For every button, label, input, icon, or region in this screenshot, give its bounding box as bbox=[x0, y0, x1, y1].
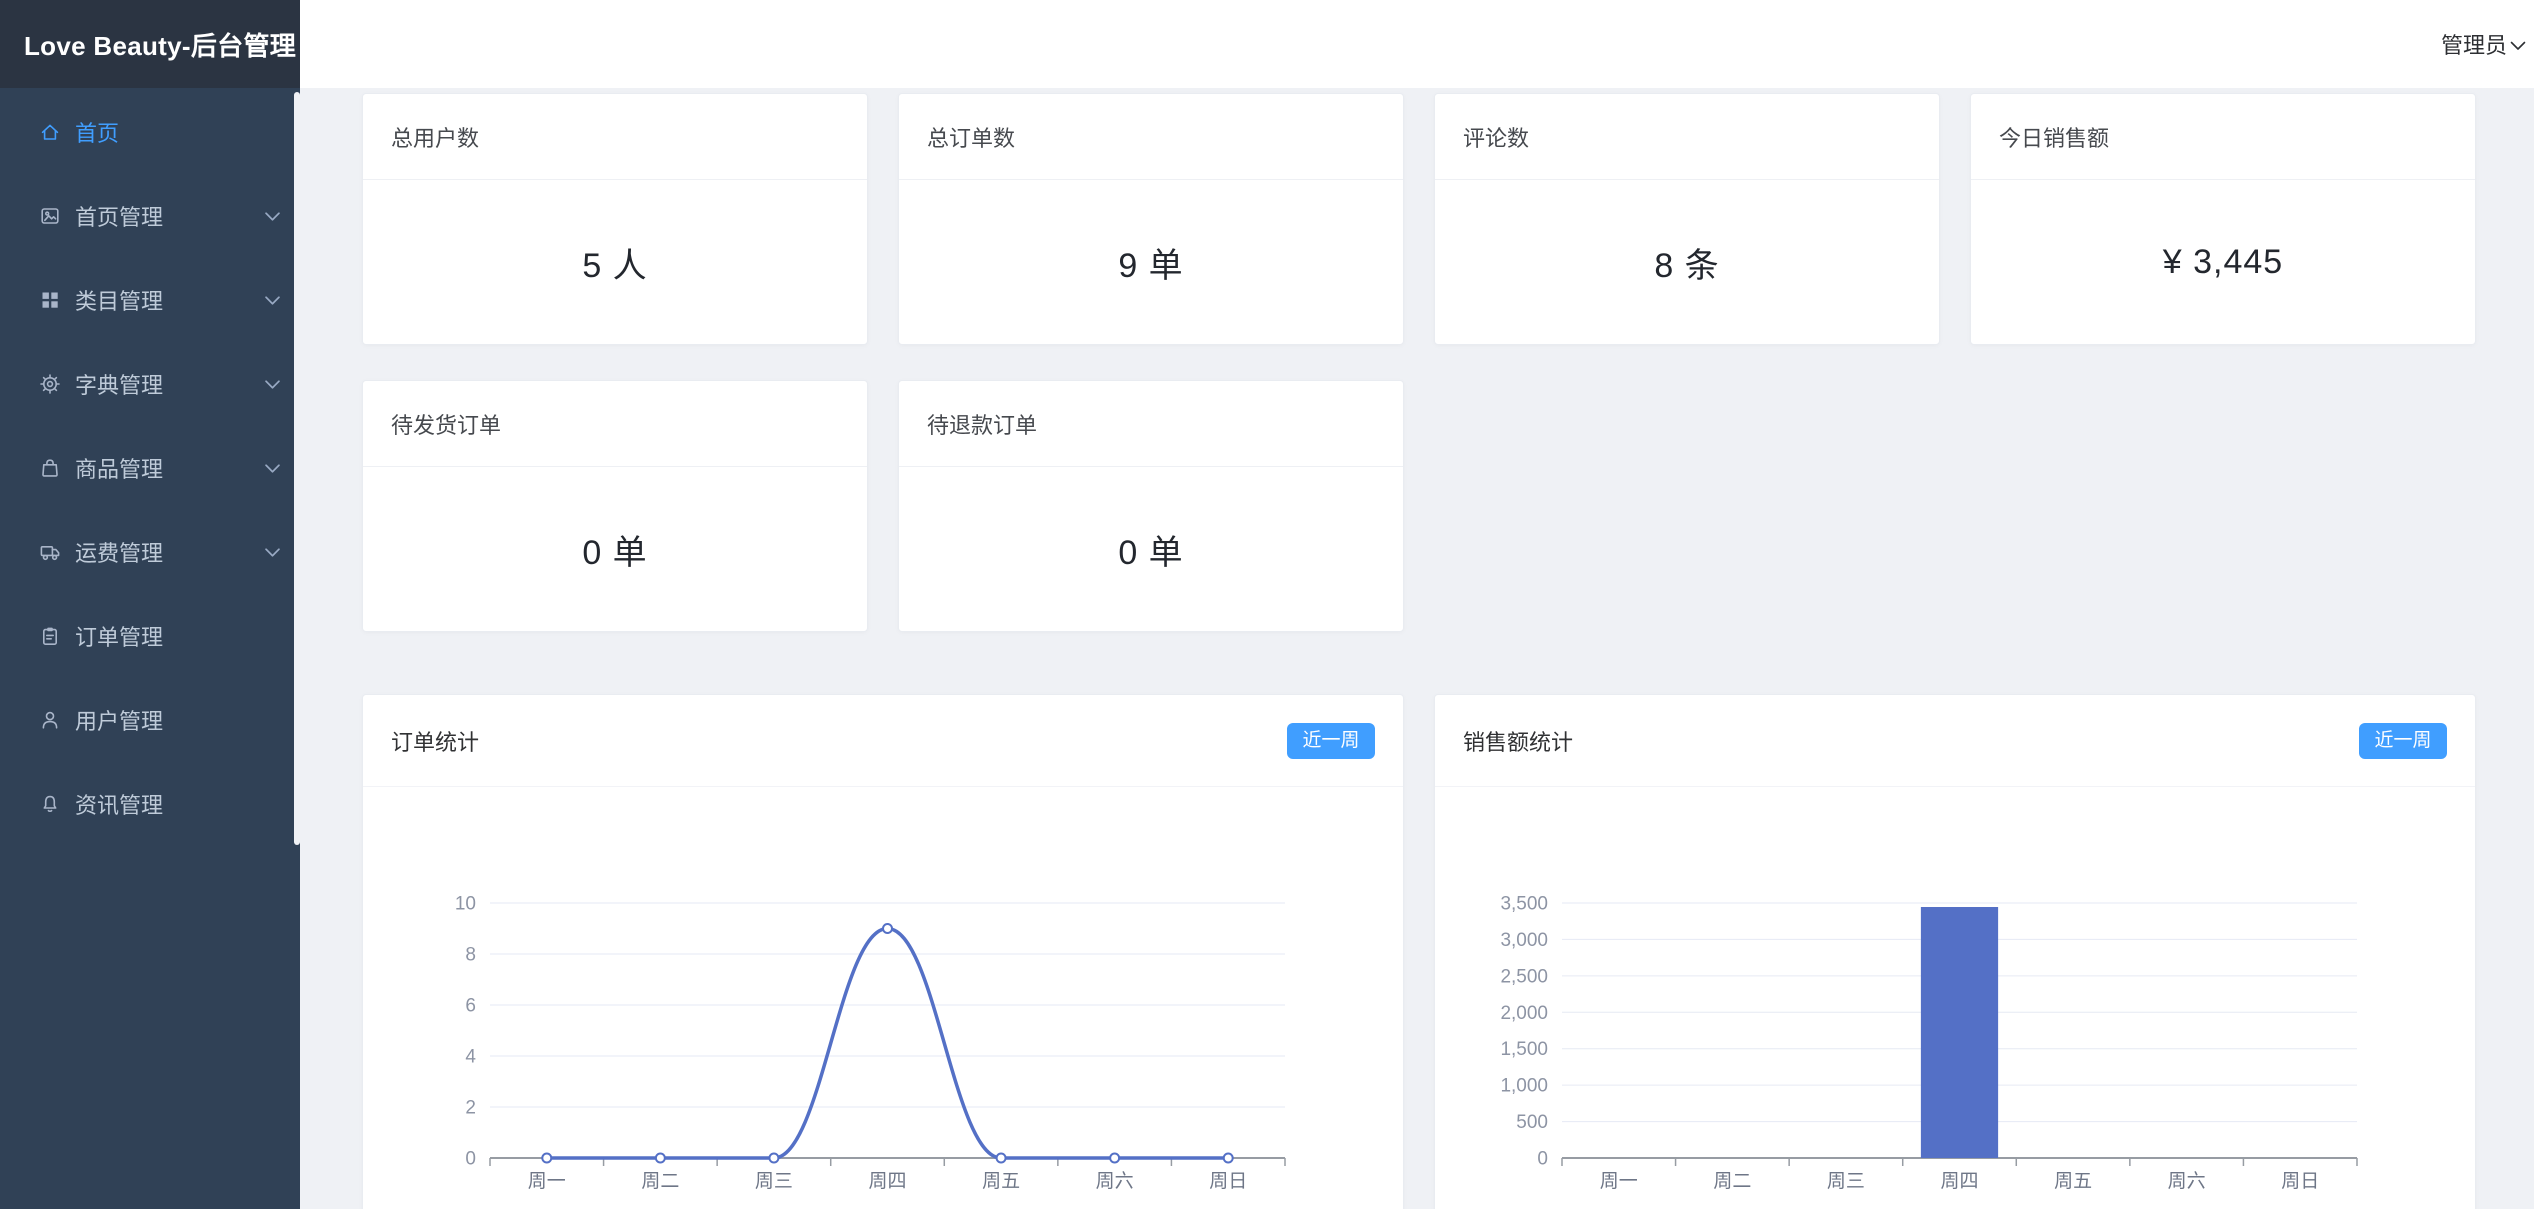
line-chart: 0 2 4 6 8 10 周一 周二 周三 周四 周五 周六 周日 bbox=[455, 894, 1286, 1192]
gear-icon bbox=[38, 372, 62, 396]
grid-icon bbox=[38, 288, 62, 312]
panel-header: 销售额统计 近一周 bbox=[1435, 695, 2475, 787]
sidebar-item-label: 类目管理 bbox=[75, 289, 164, 314]
bar-chart-panel: 销售额统计 近一周 0 500 1,000 1,500 2,000 2,500 3,000 3,5… bbox=[1434, 694, 2476, 1209]
line-chart-panel: 订单统计 近一周 0 2 4 6 8 10 周一 周二 周三 周四 周五 周六 周日 bbox=[362, 694, 1404, 1209]
svg-text:周日: 周日 bbox=[1209, 1171, 1247, 1192]
stat-card-today-sales: 今日销售额 ¥ 3,445 bbox=[1970, 93, 2476, 345]
svg-text:2,500: 2,500 bbox=[1500, 966, 1548, 987]
stat-card-pending-refund: 待退款订单 0 单 bbox=[898, 380, 1404, 632]
clipboard-icon bbox=[38, 624, 62, 648]
chevron-down-icon bbox=[265, 548, 280, 557]
sidebar-item-label: 字典管理 bbox=[75, 373, 164, 398]
svg-text:周六: 周六 bbox=[1096, 1170, 1134, 1192]
svg-text:周一: 周一 bbox=[1600, 1171, 1638, 1192]
sidebar-menu: 首页首页管理类目管理字典管理商品管理运费管理订单管理用户管理资讯管理 bbox=[0, 88, 300, 846]
chart-title: 销售额统计 bbox=[1463, 729, 1574, 755]
sidebar-item-label: 用户管理 bbox=[75, 709, 164, 734]
sidebar-item-dictionary-manage[interactable]: 字典管理 bbox=[0, 342, 300, 426]
chevron-down-icon bbox=[265, 380, 280, 389]
stat-card-title: 评论数 bbox=[1435, 94, 1939, 180]
stat-card-value: 0 单 bbox=[582, 533, 648, 572]
range-week-button[interactable]: 近一周 bbox=[2359, 722, 2447, 759]
svg-text:周三: 周三 bbox=[755, 1171, 793, 1192]
sidebar-scrollbar-thumb[interactable] bbox=[294, 92, 300, 845]
bar-chart: 0 500 1,000 1,500 2,000 2,500 3,000 3,500 周一 周二 周三… bbox=[1500, 894, 2358, 1192]
stat-card-title: 待发货订单 bbox=[363, 381, 867, 467]
stat-card-value: 5 人 bbox=[582, 246, 648, 285]
chevron-down-icon bbox=[265, 464, 280, 473]
stat-card-comments: 评论数 8 条 bbox=[1434, 93, 1940, 345]
main-content: 总用户数 5 人 总订单数 9 单 评论数 8 条 今日销售额 ¥ 3,445 待发货订单 0 单… bbox=[300, 88, 2534, 1209]
image-icon bbox=[38, 204, 62, 228]
stat-card-value: ¥ 3,445 bbox=[2162, 242, 2284, 281]
svg-text:周二: 周二 bbox=[1713, 1171, 1751, 1192]
svg-text:3,000: 3,000 bbox=[1500, 930, 1548, 951]
svg-text:周四: 周四 bbox=[868, 1171, 906, 1192]
svg-text:10: 10 bbox=[455, 894, 476, 915]
svg-text:周四: 周四 bbox=[1940, 1171, 1978, 1192]
home-icon bbox=[38, 120, 62, 144]
sidebar-item-label: 运费管理 bbox=[75, 541, 164, 566]
svg-text:1,500: 1,500 bbox=[1500, 1039, 1548, 1060]
sidebar-item-category-manage[interactable]: 类目管理 bbox=[0, 258, 300, 342]
sidebar-item-freight-manage[interactable]: 运费管理 bbox=[0, 510, 300, 594]
svg-text:周一: 周一 bbox=[528, 1171, 566, 1192]
svg-text:500: 500 bbox=[1516, 1112, 1548, 1133]
sidebar-item-user-manage[interactable]: 用户管理 bbox=[0, 678, 300, 762]
stat-card-title: 总用户数 bbox=[363, 94, 867, 180]
svg-text:周五: 周五 bbox=[2054, 1171, 2092, 1192]
app-title: Love Beauty-后台管理 bbox=[0, 0, 300, 88]
stat-card-title: 待退款订单 bbox=[899, 381, 1403, 467]
chevron-down-icon bbox=[265, 296, 280, 305]
user-menu[interactable]: 管理员 bbox=[2441, 28, 2526, 60]
sidebar-item-label: 商品管理 bbox=[75, 457, 164, 482]
svg-text:3,500: 3,500 bbox=[1500, 894, 1548, 915]
panel-header: 订单统计 近一周 bbox=[363, 695, 1403, 787]
svg-text:周三: 周三 bbox=[1827, 1171, 1865, 1192]
sidebar-item-label: 首页管理 bbox=[75, 205, 164, 230]
chevron-down-icon bbox=[265, 212, 280, 221]
sidebar-item-label: 订单管理 bbox=[75, 625, 164, 650]
sidebar-item-goods-manage[interactable]: 商品管理 bbox=[0, 426, 300, 510]
sidebar-item-label: 资讯管理 bbox=[75, 793, 164, 818]
svg-text:4: 4 bbox=[465, 1047, 476, 1068]
stat-card-total-users: 总用户数 5 人 bbox=[362, 93, 868, 345]
stat-card-title: 总订单数 bbox=[899, 94, 1403, 180]
svg-text:周日: 周日 bbox=[2281, 1171, 2319, 1192]
stat-card-total-orders: 总订单数 9 单 bbox=[898, 93, 1404, 345]
truck-icon bbox=[38, 540, 62, 564]
svg-text:1,000: 1,000 bbox=[1500, 1076, 1548, 1097]
svg-text:6: 6 bbox=[465, 996, 476, 1017]
topbar: 管理员 bbox=[300, 0, 2534, 88]
user-icon bbox=[38, 708, 62, 732]
stat-card-value: 9 单 bbox=[1118, 246, 1184, 285]
svg-text:周二: 周二 bbox=[641, 1171, 679, 1192]
stat-card-title: 今日销售额 bbox=[1971, 94, 2475, 180]
stat-card-value: 8 条 bbox=[1654, 246, 1720, 285]
svg-text:0: 0 bbox=[465, 1149, 476, 1170]
stat-card-value: 0 单 bbox=[1118, 533, 1184, 572]
sidebar-item-homepage-manage[interactable]: 首页管理 bbox=[0, 174, 300, 258]
sidebar-item-home[interactable]: 首页 bbox=[0, 90, 300, 174]
sidebar: Love Beauty-后台管理 首页首页管理类目管理字典管理商品管理运费管理订… bbox=[0, 0, 300, 1209]
svg-text:2: 2 bbox=[465, 1098, 476, 1119]
svg-text:8: 8 bbox=[465, 945, 476, 966]
stat-card-pending-ship: 待发货订单 0 单 bbox=[362, 380, 868, 632]
svg-text:周五: 周五 bbox=[982, 1171, 1020, 1192]
sidebar-item-news-manage[interactable]: 资讯管理 bbox=[0, 762, 300, 846]
svg-text:2,000: 2,000 bbox=[1500, 1003, 1548, 1024]
bell-icon bbox=[38, 792, 62, 816]
user-name: 管理员 bbox=[2440, 33, 2507, 58]
bag-icon bbox=[38, 456, 62, 480]
chart-title: 订单统计 bbox=[391, 729, 480, 755]
svg-text:周六: 周六 bbox=[2168, 1170, 2206, 1192]
sidebar-item-order-manage[interactable]: 订单管理 bbox=[0, 594, 300, 678]
svg-text:0: 0 bbox=[1537, 1149, 1548, 1170]
chevron-down-icon bbox=[2510, 38, 2526, 51]
sidebar-item-label: 首页 bbox=[75, 121, 120, 146]
range-week-button[interactable]: 近一周 bbox=[1287, 722, 1375, 759]
